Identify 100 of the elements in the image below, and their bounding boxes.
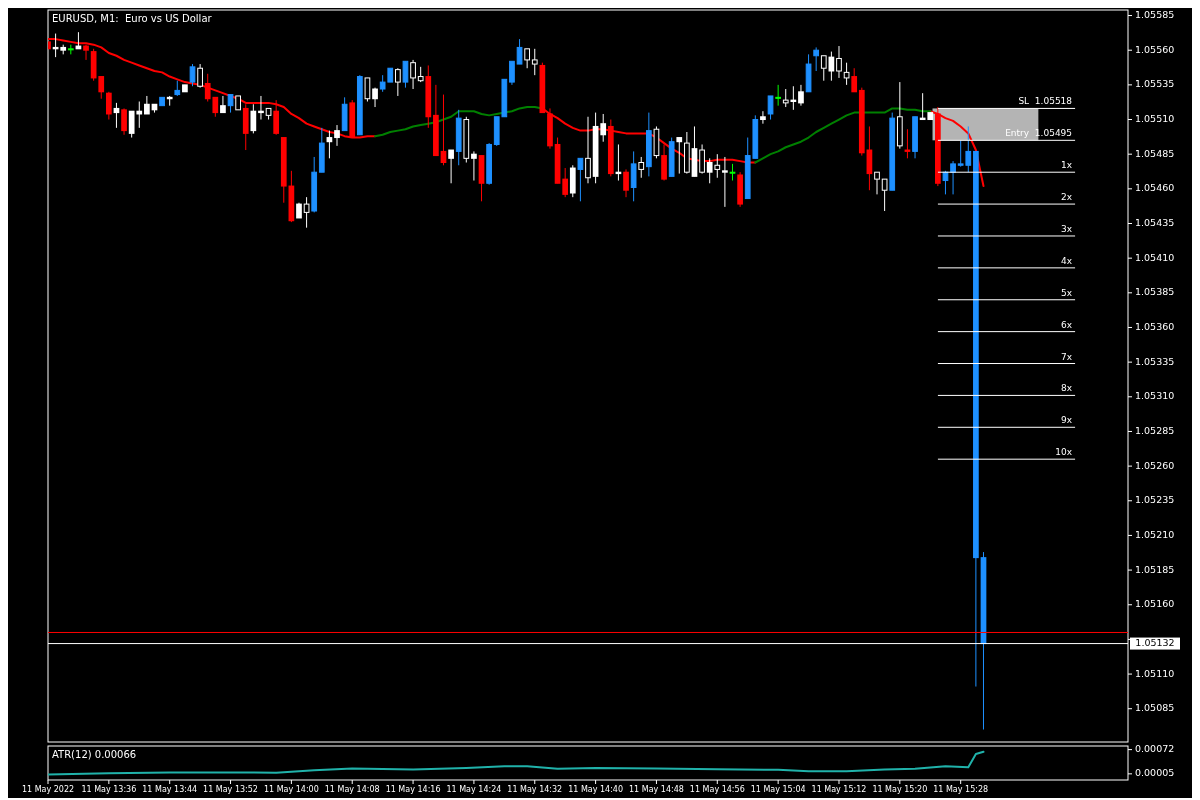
x-tick-label: 11 May 14:08: [324, 785, 380, 794]
y-tick-label: 1.05310: [1135, 390, 1175, 402]
y-tick-label: 1.05110: [1135, 667, 1175, 679]
candlestick: [585, 116, 591, 184]
candlestick: [942, 170, 949, 195]
candlestick: [402, 60, 409, 89]
candlestick: [562, 167, 569, 198]
x-tick-label: 11 May 13:52: [203, 785, 258, 794]
candlestick: [364, 77, 371, 102]
x-tick-label: 11 May 14:24: [446, 785, 502, 794]
y-tick-label: 1.05185: [1135, 563, 1175, 575]
candlestick: [699, 143, 705, 175]
x-tick-label: 11 May 14:48: [629, 785, 684, 794]
chart-title: ATR(12) 0.00066: [52, 749, 137, 760]
candlestick: [881, 178, 888, 212]
y-tick-label: 1.05560: [1135, 43, 1175, 55]
candlestick: [775, 84, 781, 107]
candlestick: [950, 160, 956, 195]
x-tick-label: 11 May 2022: [21, 785, 75, 794]
candlestick: [105, 91, 112, 121]
candlestick: [395, 67, 401, 97]
candlestick: [144, 95, 150, 115]
candlestick: [798, 84, 804, 107]
candlestick: [509, 60, 515, 86]
y-tick-label: 1.05160: [1135, 598, 1175, 610]
y-tick-label: 1.05210: [1135, 528, 1175, 540]
ref-line-label: 8x: [1061, 383, 1073, 394]
candlestick: [189, 63, 196, 87]
x-tick-label: 11 May 14:40: [568, 785, 624, 794]
candlestick: [577, 157, 584, 202]
ref-line-label: 6x: [1061, 319, 1073, 330]
ref-line-label: 10x: [1055, 447, 1073, 458]
y-tick-label: 1.05235: [1135, 494, 1175, 506]
y-tick-label: 1.05485: [1135, 147, 1175, 159]
candlestick: [471, 150, 477, 182]
candlestick: [836, 45, 842, 79]
candlestick: [227, 94, 234, 114]
candlestick: [843, 62, 850, 86]
candlestick: [197, 63, 203, 89]
y-tick-label: 1.05535: [1135, 78, 1175, 90]
x-tick-label: 11 May 14:32: [507, 785, 563, 794]
y-tick-label: 1.05085: [1135, 702, 1175, 714]
candlestick: [760, 110, 766, 125]
candlestick: [83, 44, 89, 61]
ref-line-label: 3x: [1061, 223, 1073, 234]
y-tick-label: 1.05385: [1135, 286, 1175, 298]
x-tick-label: 11 May 14:00: [263, 785, 319, 794]
candlestick: [722, 156, 728, 208]
candlestick: [220, 95, 226, 114]
candlestick: [524, 48, 531, 69]
candlestick: [600, 113, 607, 143]
y-tick-label: 0.00072: [1135, 743, 1175, 755]
ref-line-label: 9x: [1061, 415, 1073, 426]
candlestick: [638, 156, 645, 179]
y-tick-label: 1.05510: [1135, 113, 1175, 125]
y-tick-label: 1.05410: [1135, 251, 1175, 263]
chart-title: EURUSD, M1: Euro vs US Dollar: [52, 13, 213, 24]
ref-line-label: 1.05132: [1135, 637, 1175, 649]
y-tick-label: 1.05585: [1135, 9, 1175, 21]
candlestick: [676, 137, 683, 175]
y-tick-label: 1.05360: [1135, 320, 1175, 332]
y-tick-label: 1.05435: [1135, 217, 1175, 228]
y-tick-label: 1.05260: [1135, 459, 1175, 471]
candlestick: [410, 59, 416, 90]
candlestick: [531, 48, 538, 76]
ref-line-label: SL 1.05518: [1018, 96, 1073, 107]
candlestick: [121, 107, 127, 136]
ref-line-label: 2x: [1061, 192, 1073, 203]
candlestick: [623, 168, 629, 198]
candlestick: [516, 38, 523, 65]
y-tick-label: 0.00005: [1135, 767, 1175, 779]
ref-line-label: 5x: [1061, 287, 1073, 298]
candlestick: [334, 124, 340, 147]
candlestick: [851, 67, 858, 93]
y-tick-label: 1.05460: [1135, 182, 1175, 194]
x-tick-label: 11 May 15:12: [811, 785, 867, 794]
candlestick: [813, 46, 820, 72]
candlestick: [448, 149, 454, 184]
candlestick: [630, 150, 637, 202]
x-tick-label: 11 May 13:44: [142, 785, 198, 794]
x-tick-label: 11 May 15:28: [933, 785, 989, 794]
ref-line-label: 4x: [1061, 255, 1073, 266]
candlestick: [767, 95, 774, 121]
candlestick: [250, 103, 257, 134]
candlestick: [874, 171, 880, 195]
line-series: [48, 750, 985, 776]
candlestick: [98, 76, 105, 100]
y-tick-label: 1.05335: [1135, 355, 1175, 367]
x-tick-label: 11 May 15:20: [872, 785, 928, 794]
candlestick: [820, 55, 827, 82]
x-tick-label: 11 May 14:56: [689, 785, 745, 794]
ref-line-label: 7x: [1061, 351, 1073, 362]
y-tick-label: 1.05285: [1135, 424, 1175, 436]
x-tick-label: 11 May 13:36: [81, 785, 137, 794]
x-tick-label: 11 May 14:16: [385, 785, 441, 794]
x-tick-label: 11 May 15:04: [750, 785, 806, 794]
candlestick: [273, 99, 280, 136]
candlestick: [372, 87, 378, 108]
ref-line-label: 1x: [1061, 160, 1073, 171]
candlestick: [303, 196, 310, 229]
